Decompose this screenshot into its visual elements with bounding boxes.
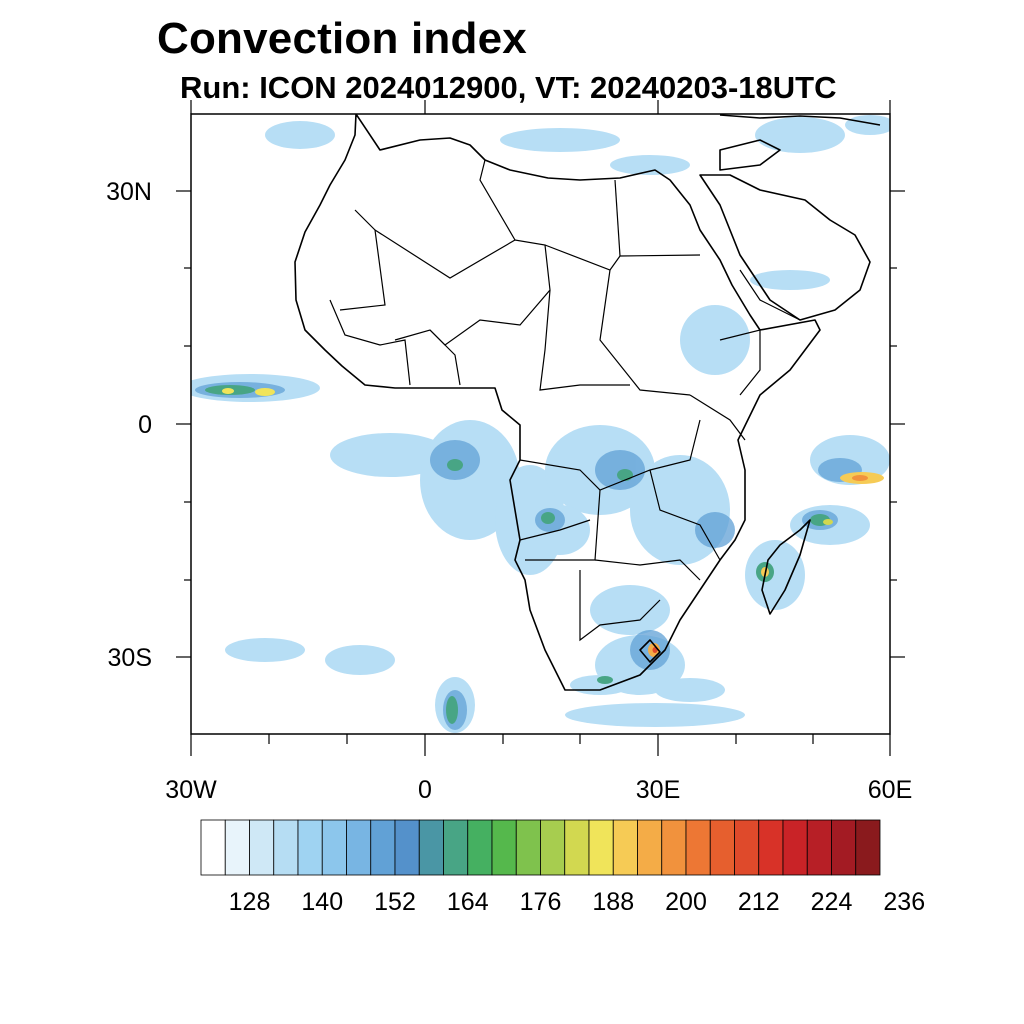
- lat-label-0: 0: [138, 411, 152, 439]
- axis-ticks: [176, 100, 905, 756]
- country-borders: [329, 159, 801, 642]
- lon-label-30w: 30W: [165, 776, 217, 804]
- colorbar-label: 176: [519, 888, 562, 916]
- colorbar-label: 152: [374, 888, 416, 916]
- lon-label-60e: 60E: [867, 776, 913, 804]
- colorbar-label: 224: [810, 888, 853, 916]
- convection-field: [191, 115, 890, 733]
- map-frame: [190, 113, 891, 735]
- lon-label-0: 0: [418, 776, 432, 804]
- colorbar-label: 128: [228, 888, 271, 916]
- lat-label-30n: 30N: [106, 178, 152, 206]
- colorbar-label: 164: [446, 888, 489, 916]
- colorbar-label: 188: [592, 888, 635, 916]
- map-title: Convection index: [157, 14, 527, 63]
- run-info-subtitle: Run: ICON 2024012900, VT: 20240203-18UTC: [180, 70, 837, 105]
- lat-label-30s: 30S: [107, 644, 152, 672]
- colorbar-label: 236: [883, 888, 926, 916]
- colorbar-label: 140: [301, 888, 344, 916]
- colorbar-label: 212: [737, 888, 780, 916]
- coastlines: [294, 114, 881, 691]
- colorbar-label: 200: [665, 888, 707, 916]
- lon-label-30e: 30E: [635, 776, 681, 804]
